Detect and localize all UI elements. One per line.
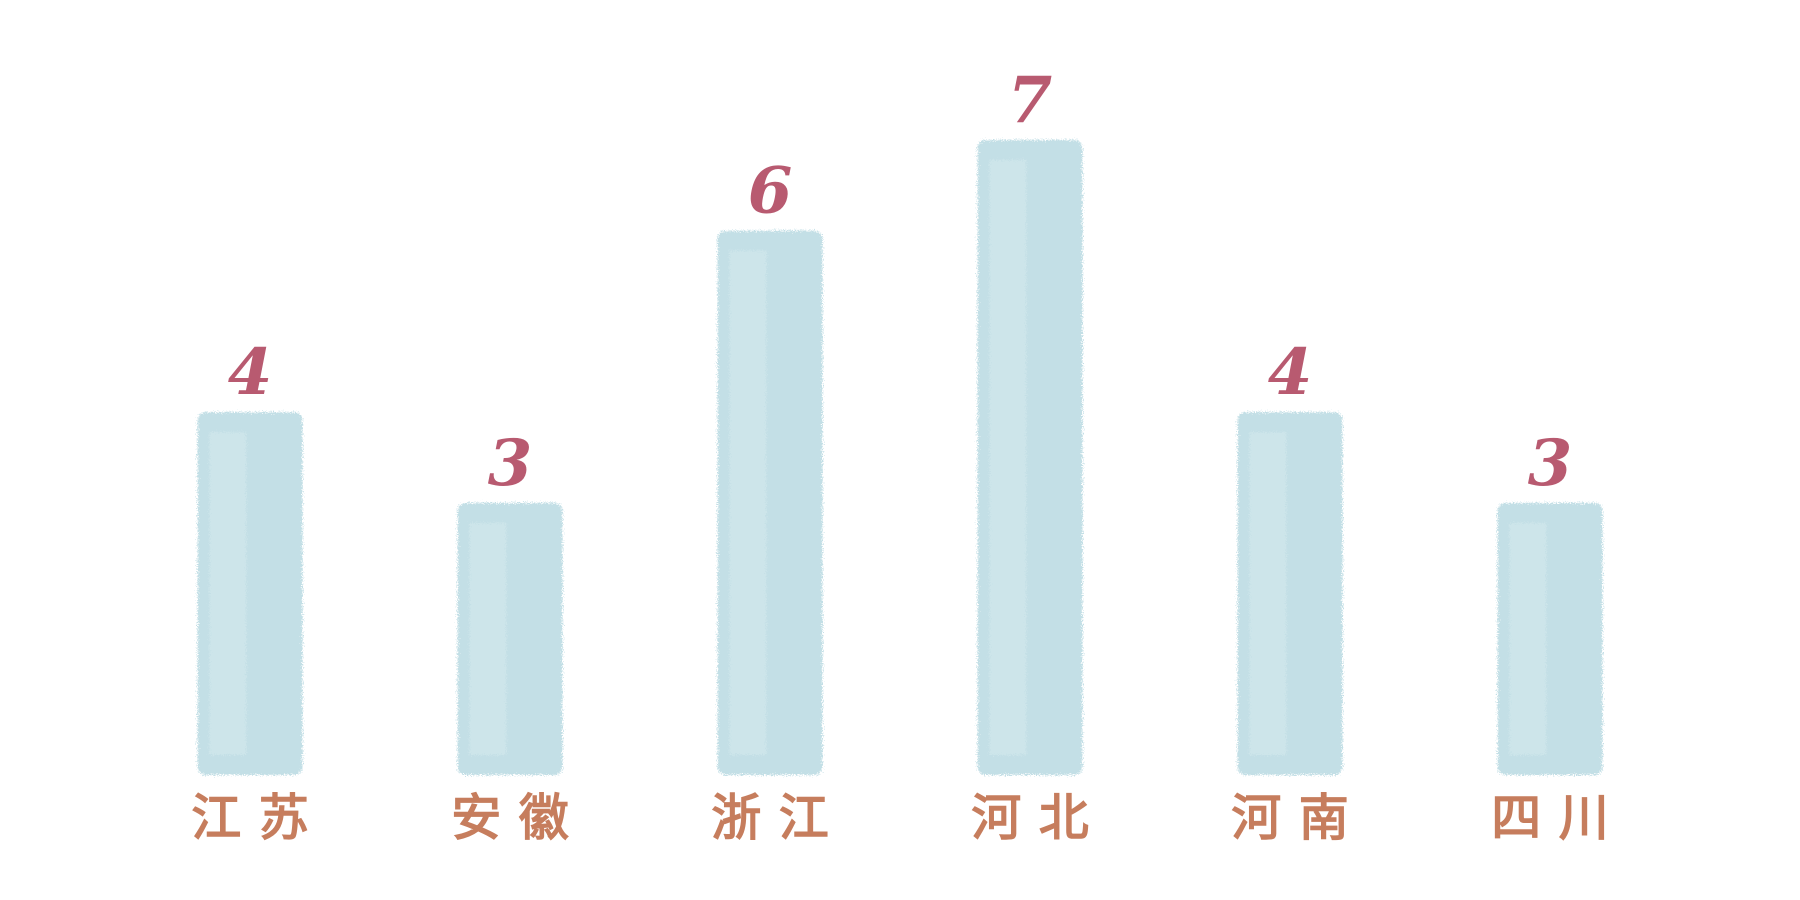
category-label-5: 河 南 xyxy=(1231,788,1348,847)
bar-texture-1 xyxy=(209,432,247,755)
value-label-3: 6 xyxy=(748,154,793,229)
bar-texture-4 xyxy=(989,160,1027,755)
value-label-1: 4 xyxy=(228,335,273,410)
category-label-6: 四 川 xyxy=(1491,788,1608,847)
value-label-2: 3 xyxy=(488,426,533,501)
bar-texture-6 xyxy=(1509,522,1547,755)
bar-texture-2 xyxy=(469,522,507,755)
value-label-4: 7 xyxy=(1008,63,1053,138)
category-label-2: 安 徽 xyxy=(451,788,569,847)
category-labels-layer: 江 苏安 徽浙 江河 北河 南四 川 xyxy=(191,788,1608,847)
category-label-3: 浙 江 xyxy=(711,788,828,847)
value-label-6: 3 xyxy=(1528,426,1573,501)
bars-layer xyxy=(197,140,1603,775)
value-labels-layer: 4 3 6 7 4 3 xyxy=(228,63,1573,501)
value-label-5: 4 xyxy=(1268,335,1313,410)
category-label-4: 河 北 xyxy=(971,788,1088,847)
bar-texture-3 xyxy=(729,250,767,755)
category-label-1: 江 苏 xyxy=(191,788,308,847)
bar-texture-5 xyxy=(1249,432,1287,755)
